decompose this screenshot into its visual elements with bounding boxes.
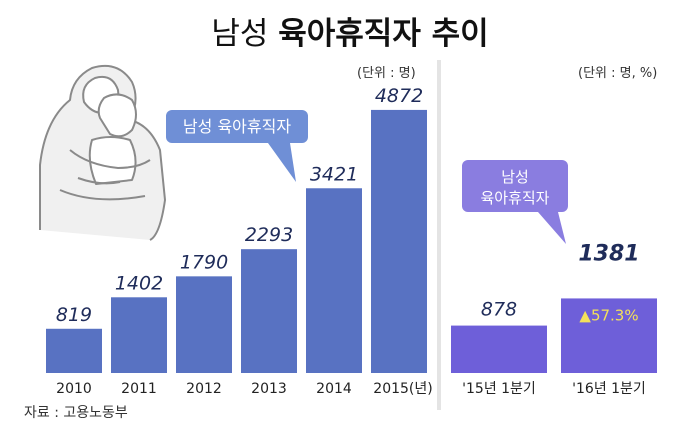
value-label: 3421: [310, 163, 358, 185]
x-tick-label: 2014: [316, 381, 352, 397]
page-title: 남성 육아휴직자 추이: [0, 8, 700, 53]
value-label: 819: [56, 304, 92, 326]
callout-bubble: [166, 110, 308, 143]
bar-2013: [241, 249, 297, 373]
bar-2012: [176, 276, 232, 373]
source-note: 자료 : 고용노동부: [24, 405, 128, 421]
bar-quarter-1: [451, 325, 547, 373]
value-label: 1402: [115, 272, 163, 294]
bar-2011: [111, 297, 167, 373]
bar-2010: [46, 328, 102, 373]
x-tick-label: 2015(년): [373, 381, 432, 397]
callout-text-line-1: 남성: [501, 168, 529, 186]
x-tick-label: '16년 1분기: [572, 381, 646, 397]
x-tick-label: '15년 1분기: [462, 381, 536, 397]
value-label: 1790: [180, 251, 228, 273]
value-label: 4872: [375, 85, 423, 107]
x-tick-label: 2013: [251, 381, 287, 397]
value-label: 878: [481, 299, 517, 321]
callout-bubble: [462, 160, 568, 212]
bar-2015: [371, 109, 427, 374]
value-label: 2293: [245, 224, 293, 246]
growth-badge: ▲57.3%: [579, 306, 638, 324]
bar-2014: [306, 188, 362, 373]
unit-label-right: (단위 : 명, %): [578, 66, 658, 81]
callout-text-line-2: 육아휴직자: [480, 189, 549, 207]
panel-divider: [437, 60, 441, 410]
unit-label-left: (단위 : 명): [357, 66, 416, 81]
callout-pointer: [268, 143, 296, 182]
father-child-illustration-icon: [39, 64, 166, 241]
title-part-1: 남성: [211, 16, 269, 52]
x-tick-label: 2010: [56, 381, 92, 397]
bar-quarter-2: [561, 298, 657, 373]
x-tick-label: 2011: [121, 381, 157, 397]
x-tick-label: 2012: [186, 381, 222, 397]
callout-pointer: [538, 212, 566, 244]
annual-bar-chart: 819 2010 1402 2011 1790 2012 2293 2013 3421 2014 4…: [39, 64, 433, 397]
value-label: 1381: [578, 241, 639, 266]
callout-text: 남성 육아휴직자: [183, 117, 291, 136]
title-part-2: 육아휴직자 추이: [278, 16, 489, 52]
